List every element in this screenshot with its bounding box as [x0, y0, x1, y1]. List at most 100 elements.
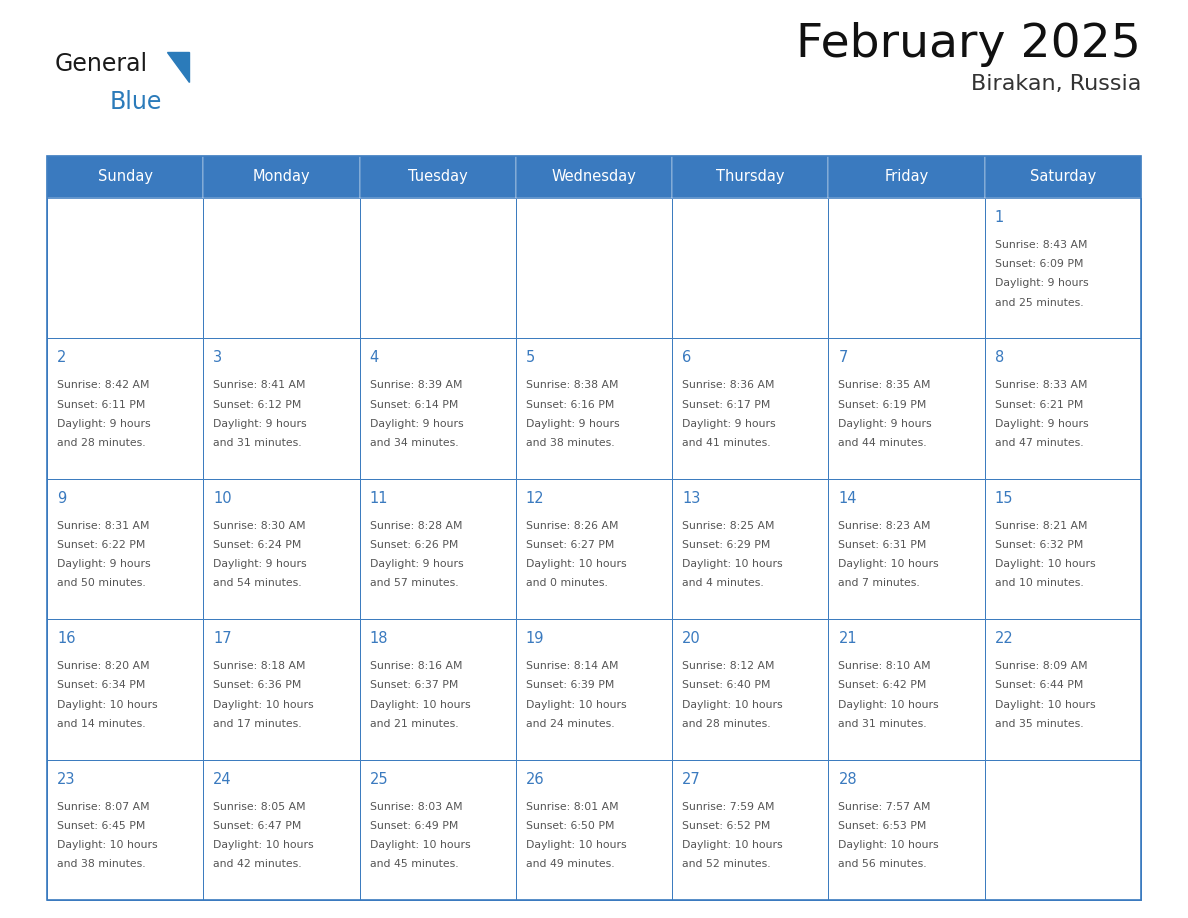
Bar: [203, 620, 360, 759]
Text: 15: 15: [994, 491, 1013, 506]
Text: and 47 minutes.: and 47 minutes.: [994, 438, 1083, 448]
Bar: [360, 759, 516, 900]
Text: and 56 minutes.: and 56 minutes.: [839, 859, 927, 869]
Polygon shape: [168, 52, 189, 82]
Text: Sunrise: 8:18 AM: Sunrise: 8:18 AM: [214, 661, 305, 671]
Bar: [672, 156, 828, 198]
Text: Daylight: 9 hours: Daylight: 9 hours: [839, 419, 933, 429]
Bar: [360, 620, 516, 759]
Bar: [672, 759, 828, 900]
Text: 22: 22: [994, 632, 1013, 646]
Text: Sunrise: 8:39 AM: Sunrise: 8:39 AM: [369, 380, 462, 390]
Text: Sunset: 6:53 PM: Sunset: 6:53 PM: [839, 821, 927, 831]
Text: Daylight: 10 hours: Daylight: 10 hours: [682, 840, 783, 850]
Text: 12: 12: [526, 491, 544, 506]
Text: Daylight: 10 hours: Daylight: 10 hours: [682, 559, 783, 569]
Text: Sunrise: 8:16 AM: Sunrise: 8:16 AM: [369, 661, 462, 671]
Text: 18: 18: [369, 632, 388, 646]
Bar: [985, 620, 1140, 759]
Bar: [360, 479, 516, 620]
Text: Daylight: 10 hours: Daylight: 10 hours: [839, 840, 939, 850]
Text: Sunrise: 8:05 AM: Sunrise: 8:05 AM: [214, 801, 307, 812]
Text: Daylight: 10 hours: Daylight: 10 hours: [369, 840, 470, 850]
Text: Sunrise: 8:42 AM: Sunrise: 8:42 AM: [57, 380, 150, 390]
Text: and 28 minutes.: and 28 minutes.: [57, 438, 146, 448]
Text: Sunset: 6:50 PM: Sunset: 6:50 PM: [526, 821, 614, 831]
Text: Daylight: 9 hours: Daylight: 9 hours: [994, 278, 1088, 288]
Text: Sunrise: 7:57 AM: Sunrise: 7:57 AM: [839, 801, 931, 812]
Text: Sunrise: 8:30 AM: Sunrise: 8:30 AM: [214, 521, 307, 531]
Text: Sunset: 6:37 PM: Sunset: 6:37 PM: [369, 680, 457, 690]
Text: 19: 19: [526, 632, 544, 646]
Text: and 31 minutes.: and 31 minutes.: [214, 438, 302, 448]
Bar: [672, 479, 828, 620]
Text: Daylight: 10 hours: Daylight: 10 hours: [839, 700, 939, 710]
Bar: [203, 339, 360, 479]
Text: Daylight: 9 hours: Daylight: 9 hours: [369, 419, 463, 429]
Bar: [516, 620, 672, 759]
Text: Sunrise: 8:41 AM: Sunrise: 8:41 AM: [214, 380, 305, 390]
Text: Sunrise: 8:31 AM: Sunrise: 8:31 AM: [57, 521, 150, 531]
Text: Sunrise: 8:07 AM: Sunrise: 8:07 AM: [57, 801, 150, 812]
Text: Sunrise: 8:36 AM: Sunrise: 8:36 AM: [682, 380, 775, 390]
Text: Sunset: 6:44 PM: Sunset: 6:44 PM: [994, 680, 1083, 690]
Text: Sunset: 6:11 PM: Sunset: 6:11 PM: [57, 399, 145, 409]
Bar: [360, 198, 516, 339]
Text: Sunset: 6:22 PM: Sunset: 6:22 PM: [57, 540, 145, 550]
Text: Daylight: 10 hours: Daylight: 10 hours: [369, 700, 470, 710]
Text: Sunrise: 8:43 AM: Sunrise: 8:43 AM: [994, 240, 1087, 250]
Text: 4: 4: [369, 351, 379, 365]
Text: Wednesday: Wednesday: [551, 170, 637, 185]
Bar: [672, 339, 828, 479]
Text: Sunrise: 8:12 AM: Sunrise: 8:12 AM: [682, 661, 775, 671]
Bar: [516, 198, 672, 339]
Text: Sunset: 6:27 PM: Sunset: 6:27 PM: [526, 540, 614, 550]
Bar: [828, 620, 985, 759]
Bar: [203, 198, 360, 339]
Text: and 35 minutes.: and 35 minutes.: [994, 719, 1083, 729]
Text: 7: 7: [839, 351, 848, 365]
Text: 17: 17: [214, 632, 232, 646]
Bar: [985, 479, 1140, 620]
Text: and 44 minutes.: and 44 minutes.: [839, 438, 927, 448]
Text: and 21 minutes.: and 21 minutes.: [369, 719, 459, 729]
Text: 14: 14: [839, 491, 857, 506]
Bar: [516, 339, 672, 479]
Bar: [48, 198, 203, 339]
Text: Daylight: 10 hours: Daylight: 10 hours: [682, 700, 783, 710]
Text: 9: 9: [57, 491, 67, 506]
Text: Sunset: 6:42 PM: Sunset: 6:42 PM: [839, 680, 927, 690]
Text: 26: 26: [526, 772, 544, 787]
Text: and 50 minutes.: and 50 minutes.: [57, 578, 146, 588]
Bar: [203, 479, 360, 620]
Text: Thursday: Thursday: [716, 170, 784, 185]
Text: Blue: Blue: [110, 90, 163, 114]
Text: 21: 21: [839, 632, 857, 646]
Text: Daylight: 10 hours: Daylight: 10 hours: [526, 700, 626, 710]
Text: and 25 minutes.: and 25 minutes.: [994, 297, 1083, 308]
Text: 20: 20: [682, 632, 701, 646]
Bar: [828, 759, 985, 900]
Text: Sunset: 6:36 PM: Sunset: 6:36 PM: [214, 680, 302, 690]
Text: Sunset: 6:12 PM: Sunset: 6:12 PM: [214, 399, 302, 409]
Text: General: General: [55, 52, 148, 76]
Text: and 38 minutes.: and 38 minutes.: [57, 859, 146, 869]
Bar: [985, 339, 1140, 479]
Text: Sunset: 6:16 PM: Sunset: 6:16 PM: [526, 399, 614, 409]
Text: Sunset: 6:47 PM: Sunset: 6:47 PM: [214, 821, 302, 831]
Text: 6: 6: [682, 351, 691, 365]
Text: Friday: Friday: [884, 170, 929, 185]
Text: Daylight: 10 hours: Daylight: 10 hours: [994, 559, 1095, 569]
Text: and 52 minutes.: and 52 minutes.: [682, 859, 771, 869]
Bar: [48, 156, 203, 198]
Bar: [828, 156, 985, 198]
Text: and 10 minutes.: and 10 minutes.: [994, 578, 1083, 588]
Text: Daylight: 10 hours: Daylight: 10 hours: [994, 700, 1095, 710]
Text: Sunset: 6:39 PM: Sunset: 6:39 PM: [526, 680, 614, 690]
Text: Sunset: 6:26 PM: Sunset: 6:26 PM: [369, 540, 457, 550]
Text: 16: 16: [57, 632, 76, 646]
Text: Sunrise: 8:09 AM: Sunrise: 8:09 AM: [994, 661, 1087, 671]
Text: 10: 10: [214, 491, 232, 506]
Text: Sunrise: 8:33 AM: Sunrise: 8:33 AM: [994, 380, 1087, 390]
Text: 2: 2: [57, 351, 67, 365]
